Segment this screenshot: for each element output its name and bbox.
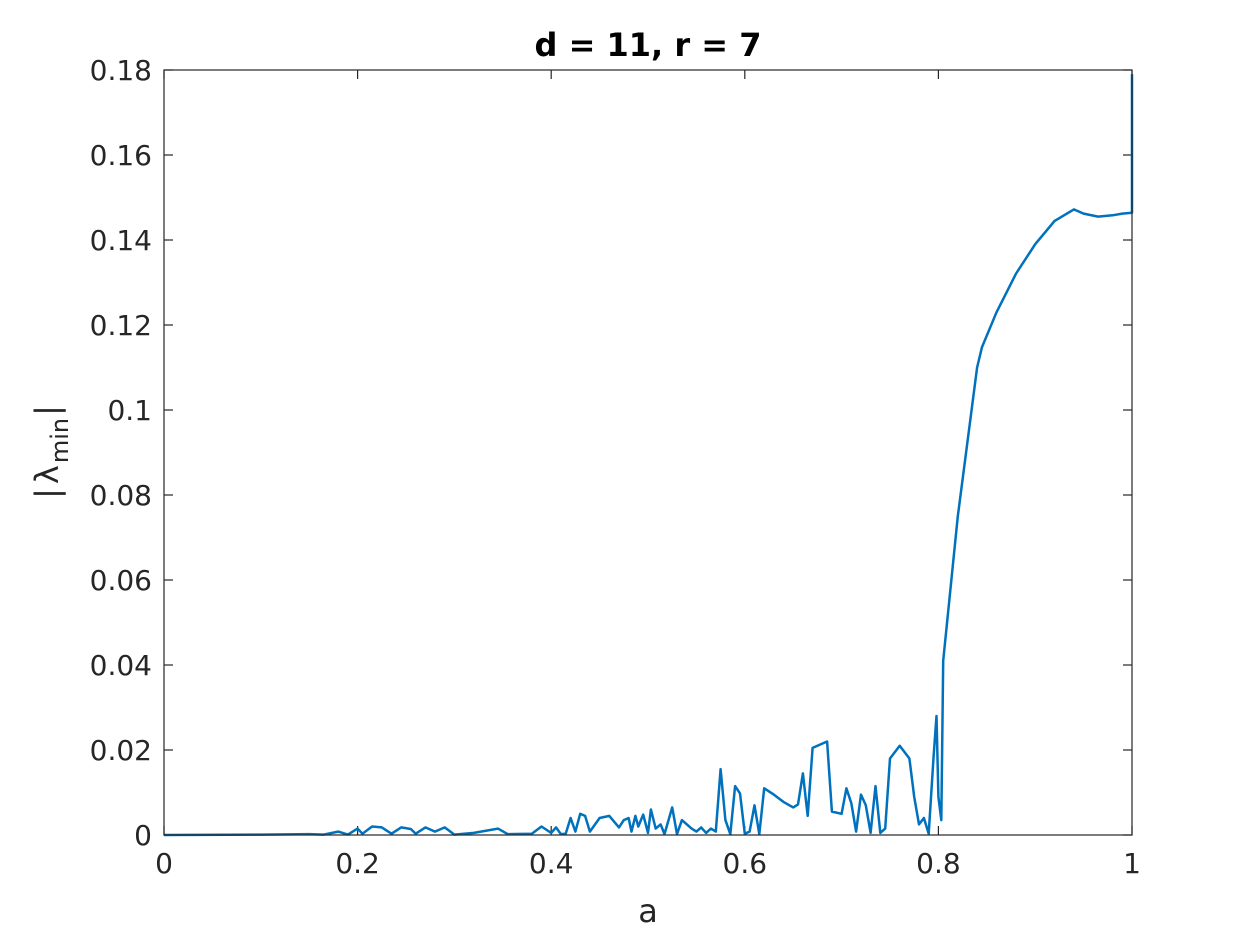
y-tick-label: 0.16 [90,139,152,172]
series-line [163,74,1134,837]
y-tick-label: 0 [134,819,152,852]
y-tick-label: 0.14 [90,224,152,257]
y-axis-label-open: | [28,488,66,499]
x-tick-label: 0.4 [529,847,574,880]
plot-background [164,70,1132,835]
y-tick-label: 0.12 [90,309,152,342]
y-axis-label: | λ min | [28,405,74,499]
x-tick-label: 0.6 [723,847,768,880]
y-tick-label: 0.18 [90,54,152,87]
y-axis-label-symbol: λ [28,465,66,484]
y-axis-label-subscript: min [46,418,74,463]
y-tick-label: 0.06 [90,564,152,597]
y-tick-label: 0.08 [90,479,152,512]
x-tick-label: 0.8 [916,847,961,880]
y-tick-label: 0.02 [90,734,152,767]
x-tick-labels: 0 0.2 0.4 0.6 0.8 1 [155,847,1141,880]
x-tick-label: 0 [155,847,173,880]
y-axis-label-close: | [28,405,66,416]
y-tick-label: 0.1 [107,394,152,427]
chart-title: d = 11, r = 7 [535,26,762,64]
x-tick-label: 1 [1123,847,1141,880]
x-tick-label: 0.2 [335,847,380,880]
y-tick-label: 0.04 [90,649,152,682]
plot-frame [163,69,1133,836]
x-axis-label: a [638,892,658,930]
y-tick-labels: 0 0.02 0.04 0.06 0.08 0.1 0.12 0.14 0.16 0.18 [90,54,152,852]
